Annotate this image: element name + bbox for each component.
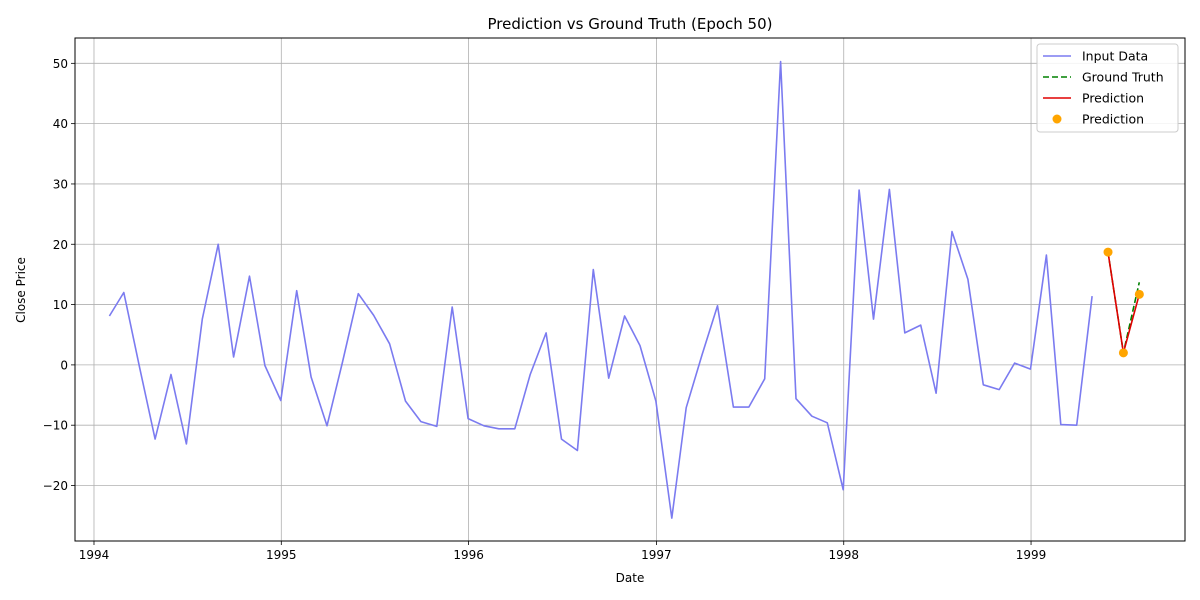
legend-label-prediction-line: Prediction [1082, 91, 1144, 106]
legend-label-input: Input Data [1082, 49, 1148, 64]
x-tick-label: 1999 [1016, 548, 1047, 562]
legend-label-ground-truth: Ground Truth [1082, 70, 1164, 85]
y-tick-label: 20 [53, 238, 68, 252]
y-tick-label: 10 [53, 298, 68, 312]
prediction-point [1118, 348, 1128, 358]
y-tick-label: −10 [43, 419, 68, 433]
y-tick-label: −20 [43, 479, 68, 493]
chart-title: Prediction vs Ground Truth (Epoch 50) [488, 15, 773, 33]
prediction-point [1103, 247, 1113, 257]
legend-swatch-prediction-points [1052, 114, 1062, 124]
grid [75, 38, 1185, 541]
x-tick-label: 1994 [79, 548, 110, 562]
legend-box [1036, 43, 1179, 133]
input-data-line [108, 60, 1093, 519]
x-tick-label: 1996 [453, 548, 484, 562]
legend: Input Data Ground Truth Prediction Predi… [1036, 43, 1179, 133]
y-tick-label: 0 [60, 358, 68, 372]
x-axis-title: Date [616, 571, 645, 585]
series-layer [108, 60, 1144, 519]
y-axis-title: Close Price [14, 257, 28, 323]
prediction-point [1134, 289, 1144, 299]
y-tick-label: 30 [53, 177, 68, 191]
ticks: 1994 1995 1996 1997 1998 1999 −20 −10 0 10 20 30 40 5… [43, 57, 1047, 562]
plot-frame [74, 37, 1186, 542]
y-tick-label: 40 [53, 117, 68, 131]
x-tick-label: 1998 [828, 548, 859, 562]
y-tick-label: 50 [53, 57, 68, 71]
legend-label-prediction-points: Prediction [1082, 112, 1144, 127]
x-tick-label: 1995 [266, 548, 297, 562]
x-tick-label: 1997 [641, 548, 672, 562]
